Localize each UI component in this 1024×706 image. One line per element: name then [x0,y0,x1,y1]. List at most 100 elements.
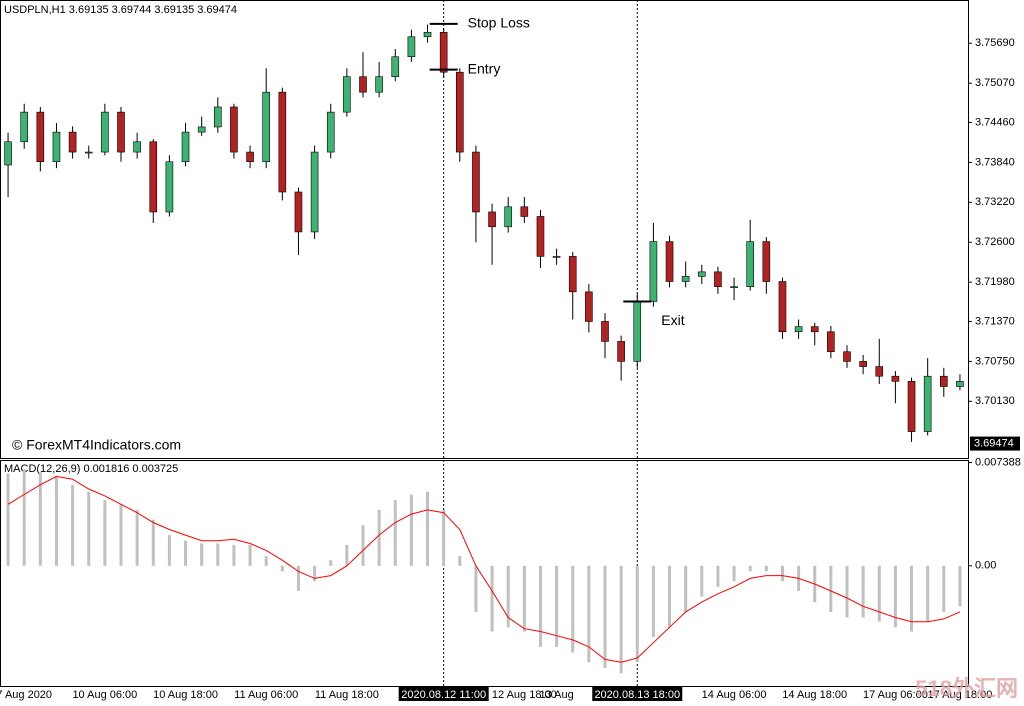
macd-title: MACD(12,26,9) 0.001816 0.003725 [4,463,178,475]
y-tick-label: 3.71980 [975,276,1015,288]
candle-body [326,111,335,153]
x-tick-label: 7 Aug 2020 [0,689,52,701]
candle-body [810,326,819,333]
candle-body [536,216,545,257]
y-tick-label: 0.00 [975,560,996,572]
candle-body [939,375,948,387]
macd-bar [6,473,10,566]
macd-bar [184,540,188,566]
x-tick-label: 13 Aug [539,689,573,701]
candle-body [520,206,529,217]
candle-body [149,141,158,213]
candle-body [794,326,803,333]
candle-body [262,91,271,163]
site-logo: 518外汇网 [915,676,1018,701]
macd-bar [313,565,317,582]
candle-body [504,206,513,228]
macd-bar [377,509,381,566]
candle-body [20,111,29,143]
macd-bar [458,556,462,566]
candle-body [843,351,851,362]
candle-body [827,331,835,353]
candle-body [117,111,125,153]
candle-body [423,31,432,38]
time-label-box [398,687,489,701]
price-label-box [970,436,1020,451]
x-tick-label: 12 Aug 18:00 [492,689,557,701]
macd-bar [506,565,510,628]
macd-bar [135,509,139,566]
candle-body [633,301,642,362]
macd-bar [216,543,220,566]
macd-bar [248,544,252,566]
candle-body [681,276,690,282]
macd-bar [845,565,849,618]
macd-bar [103,500,107,566]
macd-bar [893,565,897,628]
macd-bar [603,565,607,668]
candle-body [407,36,416,58]
candle-body [891,375,900,382]
macd-bar [426,491,430,566]
candle-body [649,241,658,302]
y-tick-label: 3.75070 [975,77,1015,89]
time-label-box [592,687,683,701]
candle-body [552,256,561,258]
macd-bar [232,544,236,566]
macd-bar [635,565,639,663]
candle-body [310,151,319,233]
macd-bar [651,565,655,638]
candle-body [697,271,706,277]
candle-body [375,76,383,93]
candle-body [181,131,190,163]
candle-body [359,76,367,93]
macd-bar [151,519,155,566]
candle-body [133,141,141,153]
candle-body [617,341,625,362]
candle-body [714,271,722,287]
macd-bar [200,543,204,566]
level-label: Exit [661,312,684,328]
candle-body [214,106,222,128]
macd-bar [393,500,397,566]
candle-body [197,126,206,133]
candle-body [859,361,867,367]
macd-bar [829,565,833,612]
candle-body [68,131,77,153]
watermark: © ForexMT4Indicators.com [12,437,181,453]
macd-bar [345,544,349,566]
macd-bar [442,509,446,566]
x-tick-label: 10 Aug 06:00 [72,689,137,701]
macd-bar [668,565,672,628]
y-tick-label: 3.70750 [975,355,1015,367]
macd-bar [700,565,704,597]
macd-bar [764,565,768,572]
macd-bar [877,565,881,622]
macd-bar [71,484,75,566]
candle-body [165,161,174,213]
macd-bar [716,565,720,587]
macd-bar [361,525,365,566]
y-tick-label: 0.007388 [975,456,1021,468]
macd-bar [119,504,123,566]
price-pane [0,0,969,459]
macd-bar [296,565,300,591]
macd-bar [587,565,591,663]
x-tick-label: 17 Aug 06:00 [863,689,928,701]
macd-bar [942,565,946,612]
macd-bar [684,565,688,612]
last-price: 3.69474 [974,437,1014,449]
x-tick-label: 2020.08.12 11:00 [401,689,486,701]
macd-bar [910,565,914,632]
signal-line [7,475,961,663]
macd-bar [958,565,962,607]
macd-bar [38,472,42,566]
macd-bar [780,565,784,582]
candle-body [923,375,932,432]
macd-bar [329,560,333,566]
candle-body [601,321,609,342]
macd-bar [732,565,736,582]
candle-body [730,286,738,288]
candle-body [439,31,448,73]
